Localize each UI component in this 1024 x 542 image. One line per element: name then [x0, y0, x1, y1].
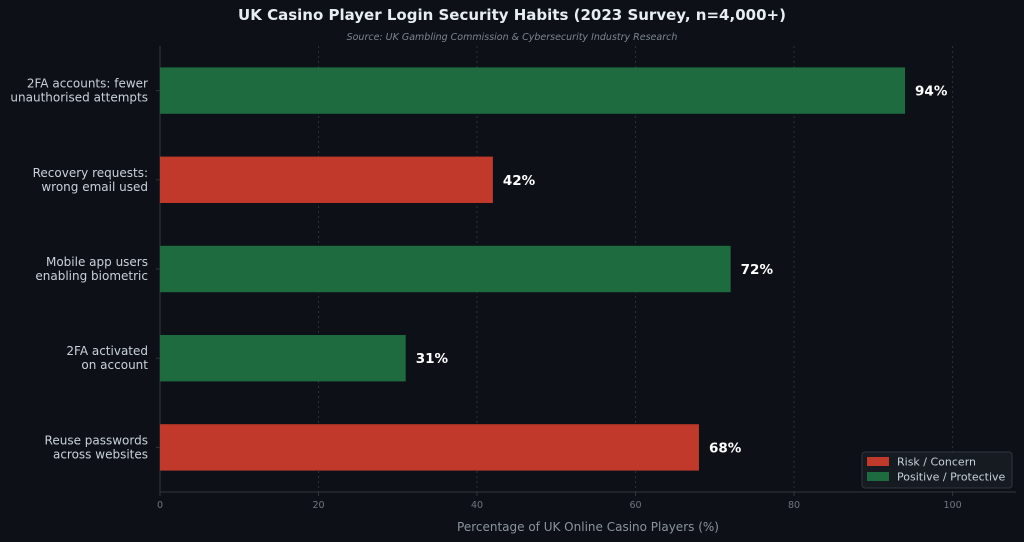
bar-1 — [160, 156, 493, 203]
bar-2 — [160, 245, 731, 293]
grid-lines — [318, 46, 954, 492]
category-label-3-0: 2FA activated — [66, 344, 148, 358]
category-label-4-0: Reuse passwords — [45, 433, 148, 447]
category-label-3-1: on account — [81, 358, 148, 372]
category-label-1-1: wrong email used — [41, 180, 148, 194]
category-label-2-1: enabling biometric — [35, 269, 148, 283]
legend: Risk / Concern Positive / Protective — [861, 451, 1013, 489]
x-tick-label-40: 40 — [471, 500, 483, 511]
data-label-1: 42% — [503, 173, 536, 189]
bar-0 — [160, 67, 906, 114]
bars: 94% 42% 72% 31% 68% — [160, 67, 948, 471]
x-tick-label-20: 20 — [312, 500, 324, 511]
x-tick-label-0: 0 — [157, 500, 163, 511]
data-label-0: 94% — [915, 84, 948, 100]
data-label-4: 68% — [709, 440, 742, 456]
legend-swatch-positive — [867, 472, 889, 481]
x-tick-label-60: 60 — [630, 500, 642, 511]
data-label-2: 72% — [741, 262, 774, 278]
legend-label-positive: Positive / Protective — [897, 471, 1006, 484]
category-label-4-1: across websites — [53, 447, 148, 461]
legend-swatch-risk — [867, 457, 889, 466]
x-tick-label-80: 80 — [788, 500, 800, 511]
legend-box — [861, 451, 1013, 489]
category-label-0-1: unauthorised attempts — [10, 91, 148, 105]
bar-3 — [160, 335, 406, 382]
chart-subtitle: Source: UK Gambling Commission & Cyberse… — [347, 32, 678, 43]
chart-title: UK Casino Player Login Security Habits (… — [238, 6, 786, 24]
x-tick-label-100: 100 — [944, 500, 962, 511]
category-label-2-0: Mobile app users — [46, 255, 148, 269]
data-label-3: 31% — [416, 351, 449, 367]
x-tick-labels: 0 20 40 60 80 100 — [157, 492, 962, 511]
x-axis-label: Percentage of UK Online Casino Players (… — [457, 520, 719, 534]
category-label-0-0: 2FA accounts: fewer — [27, 77, 148, 91]
bar-4 — [160, 424, 699, 471]
legend-label-risk: Risk / Concern — [897, 456, 976, 469]
category-label-1-0: Recovery requests: — [33, 166, 148, 180]
